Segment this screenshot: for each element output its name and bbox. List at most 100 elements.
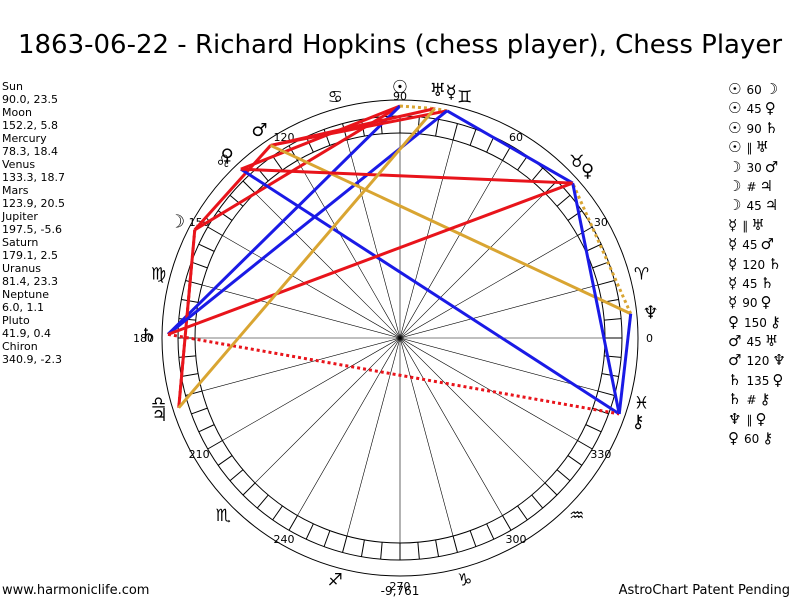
- mars-icon: ♂: [251, 120, 267, 141]
- planet-position-neptune: 6.0, 1.1: [2, 301, 44, 314]
- aspect-planet-icon: ⚷: [759, 390, 771, 409]
- aspect-planet-icon: ♀: [728, 429, 739, 448]
- jupiter-icon: ♃: [152, 405, 168, 426]
- degree-tick: [256, 494, 269, 509]
- degree-tick: [585, 243, 602, 252]
- degree-label-270: 270: [390, 580, 411, 593]
- degree-tick: [597, 280, 615, 286]
- degree-tick: [452, 535, 458, 553]
- aspect-line: [166, 104, 402, 336]
- zodiac-sign-icon: ♋: [328, 88, 343, 108]
- aspect-row: ☽ 30 ♂: [728, 158, 786, 177]
- aspect-planet-icon: ♀: [772, 370, 784, 389]
- degree-tick: [604, 318, 622, 321]
- degree-tick: [544, 482, 558, 496]
- aspect-planet-icon: ♀: [760, 293, 772, 312]
- aspect-planet-icon: ♀: [755, 409, 767, 428]
- degree-tick: [585, 424, 602, 433]
- aspect-planet-icon: ♂: [764, 157, 779, 176]
- patent-notice: AstroChart Patent Pending: [618, 583, 790, 598]
- aspect-angle: 45: [746, 199, 762, 214]
- aspect-planet-icon: ☽: [764, 80, 779, 98]
- website-link[interactable]: www.harmoniclife.com: [2, 583, 150, 598]
- aspect-line: [167, 181, 574, 336]
- planet-name-uranus: Uranus: [2, 262, 41, 275]
- degree-tick: [181, 373, 199, 378]
- degree-tick: [380, 542, 383, 560]
- aspect-line: [399, 104, 435, 111]
- planet-name-sun: Sun: [2, 80, 23, 93]
- degree-tick: [502, 515, 512, 531]
- aspect-row: ☽ 45 ♃: [728, 196, 786, 215]
- degree-tick: [435, 119, 440, 137]
- aspect-angle: 90: [746, 121, 762, 136]
- degree-label-240: 240: [274, 533, 295, 546]
- aspect-planet-icon: ☿: [728, 254, 738, 273]
- aspect-planet-icon: ♃: [759, 176, 773, 195]
- aspect-angle: #: [746, 393, 757, 408]
- aspect-row: ♂ 45 ♅: [728, 332, 786, 351]
- aspect-planet-icon: ♅: [751, 215, 765, 234]
- degree-tick: [272, 505, 283, 521]
- zodiac-sign-icon: ♓: [634, 394, 649, 414]
- aspect-angle: 135: [746, 373, 770, 388]
- planet-position-chiron: 340.9, -2.3: [2, 353, 62, 366]
- aspect-planet-icon: ♀: [728, 312, 739, 331]
- planet-position-pluto: 41.9, 0.4: [2, 327, 51, 340]
- degree-tick: [191, 407, 208, 415]
- aspect-planet-icon: ☉: [728, 80, 742, 98]
- degree-tick: [567, 455, 583, 466]
- aspect-planet-icon: ☉: [728, 99, 742, 118]
- aspect-line: [167, 332, 620, 416]
- degree-tick: [229, 194, 244, 207]
- aspect-angle: 45: [746, 102, 762, 117]
- aspect-row: ☿ 45 ♄: [728, 274, 786, 293]
- aspect-planet-icon: ☿: [728, 273, 738, 292]
- aspect-planet-icon: ♄: [728, 370, 742, 389]
- aspect-angle: ∥: [746, 141, 753, 156]
- aspect-line: [177, 107, 436, 409]
- planet-name-neptune: Neptune: [2, 288, 50, 301]
- degree-tick: [242, 482, 256, 496]
- degree-label-300: 300: [506, 533, 527, 546]
- degree-label-60: 60: [509, 131, 523, 144]
- degree-tick: [597, 390, 615, 396]
- aspect-planet-icon: ♄: [768, 254, 782, 273]
- aspect-planet-icon: ♅: [764, 332, 779, 351]
- degree-tick: [417, 542, 420, 560]
- zodiac-sign-icon: ♍: [151, 264, 166, 284]
- aspect-planet-icon: ☽: [728, 196, 742, 215]
- degree-label-180: 180: [133, 332, 154, 345]
- zodiac-sign-icon: ♏: [216, 506, 231, 526]
- aspect-line: [617, 313, 633, 415]
- aspect-row: ☉ 60 ☽: [728, 80, 786, 99]
- date-value: -9,761: [380, 584, 420, 598]
- aspect-line: [571, 182, 633, 315]
- degree-tick: [323, 530, 331, 547]
- aspect-row: ☿ 45 ♂: [728, 235, 786, 254]
- planet-position-mars: 123.9, 20.5: [2, 197, 65, 210]
- planet-name-jupiter: Jupiter: [2, 210, 38, 223]
- degree-tick: [531, 494, 544, 509]
- aspect-planet-icon: ☿: [728, 215, 738, 234]
- aspect-planet-icon: ☉: [728, 118, 742, 137]
- degree-tick: [531, 167, 544, 182]
- degree-tick: [288, 515, 298, 531]
- aspect-line: [240, 167, 621, 416]
- degree-tick: [207, 226, 223, 236]
- venus-icon: ♀: [221, 146, 234, 167]
- degree-tick: [217, 210, 233, 221]
- pluto-icon: ♀: [581, 161, 594, 182]
- degree-tick: [198, 424, 215, 433]
- aspect-row: ☉ 45 ♀: [728, 99, 786, 118]
- aspect-line: [240, 167, 573, 185]
- planet-name-mars: Mars: [2, 184, 29, 197]
- aspect-line: [193, 144, 272, 231]
- degree-tick: [469, 530, 477, 547]
- aspect-planet-icon: ☉: [728, 138, 742, 157]
- aspect-row: ♀ 150 ⚷: [728, 313, 786, 332]
- aspect-planet-icon: ☽: [728, 176, 742, 195]
- degree-tick: [272, 155, 283, 171]
- zodiac-sign-icon: ♎: [151, 394, 166, 414]
- aspect-line: [270, 107, 436, 147]
